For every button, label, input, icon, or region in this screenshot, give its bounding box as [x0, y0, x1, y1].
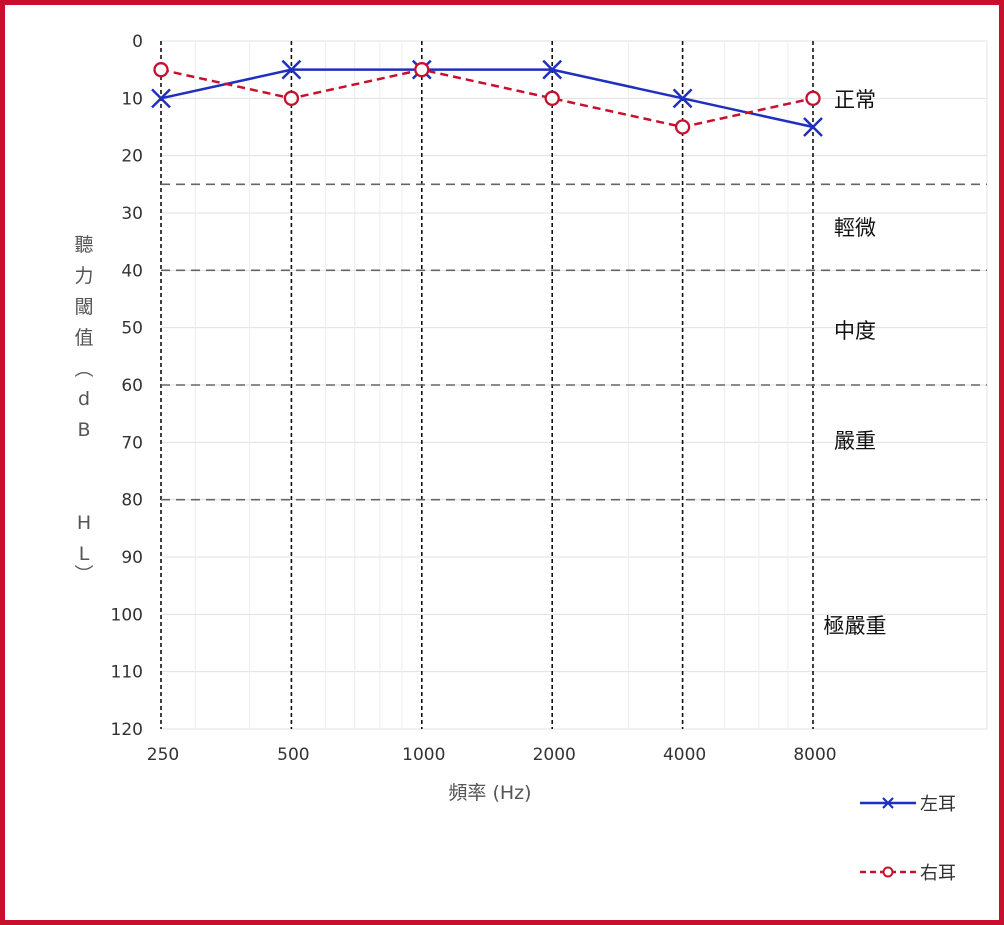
y-tick-label: 50 — [121, 319, 143, 339]
legend-circle-marker — [882, 866, 894, 878]
y-tick-label: 110 — [111, 663, 143, 683]
legend-label: 左耳 — [920, 794, 956, 815]
y-tick-label: 30 — [121, 204, 143, 224]
severity-band-label: 嚴重 — [834, 429, 876, 453]
series-line-right-ear — [160, 68, 814, 129]
y-tick-label: 120 — [111, 720, 143, 740]
x-marker-stroke — [803, 117, 823, 137]
x-marker-stroke — [542, 59, 563, 80]
y-tick-label: 40 — [121, 261, 143, 281]
x-marker-stroke — [672, 88, 693, 109]
y-tick-label: 70 — [121, 433, 143, 453]
data-point-right-ear — [805, 90, 821, 106]
severity-band-label: 中度 — [834, 319, 876, 343]
x-tick-label: 4000 — [663, 745, 706, 765]
data-point-left-ear — [542, 59, 563, 80]
x-tick-label: 8000 — [793, 745, 836, 765]
y-tick-label: 20 — [121, 147, 143, 167]
data-point-right-ear — [674, 119, 691, 135]
x-marker-stroke — [882, 797, 894, 809]
y-tick-label: 80 — [121, 491, 143, 511]
series-line-left-ear — [160, 68, 814, 129]
x-marker-stroke — [281, 59, 302, 80]
data-point-left-ear — [281, 59, 302, 80]
y-tick-label: 90 — [121, 548, 143, 568]
x-tick-label: 1000 — [402, 745, 445, 765]
y-axis-title: 聽力閾值︵ d B H L ︶ — [74, 234, 93, 586]
y-tick-label: 0 — [132, 32, 143, 52]
severity-band-label: 正常 — [834, 88, 876, 112]
x-tick-label: 500 — [277, 745, 309, 765]
legend-x-marker — [882, 797, 894, 809]
data-point-right-ear — [414, 62, 430, 78]
data-point-left-ear — [672, 88, 693, 109]
x-marker-stroke — [151, 88, 171, 109]
data-point-right-ear — [544, 90, 560, 106]
data-point-left-ear — [803, 117, 823, 137]
legend-label: 右耳 — [920, 863, 956, 884]
x-axis-title: 頻率 (Hz) — [448, 782, 531, 804]
data-point-right-ear — [153, 62, 169, 78]
y-tick-label: 100 — [111, 605, 143, 625]
x-tick-label: 2000 — [533, 745, 576, 765]
severity-band-label: 極嚴重 — [824, 614, 887, 638]
y-tick-label: 10 — [121, 89, 143, 109]
y-tick-label: 60 — [121, 376, 143, 396]
x-tick-label: 250 — [147, 745, 179, 765]
severity-band-label: 輕微 — [834, 216, 876, 240]
data-point-right-ear — [283, 90, 300, 106]
data-point-left-ear — [151, 88, 171, 109]
